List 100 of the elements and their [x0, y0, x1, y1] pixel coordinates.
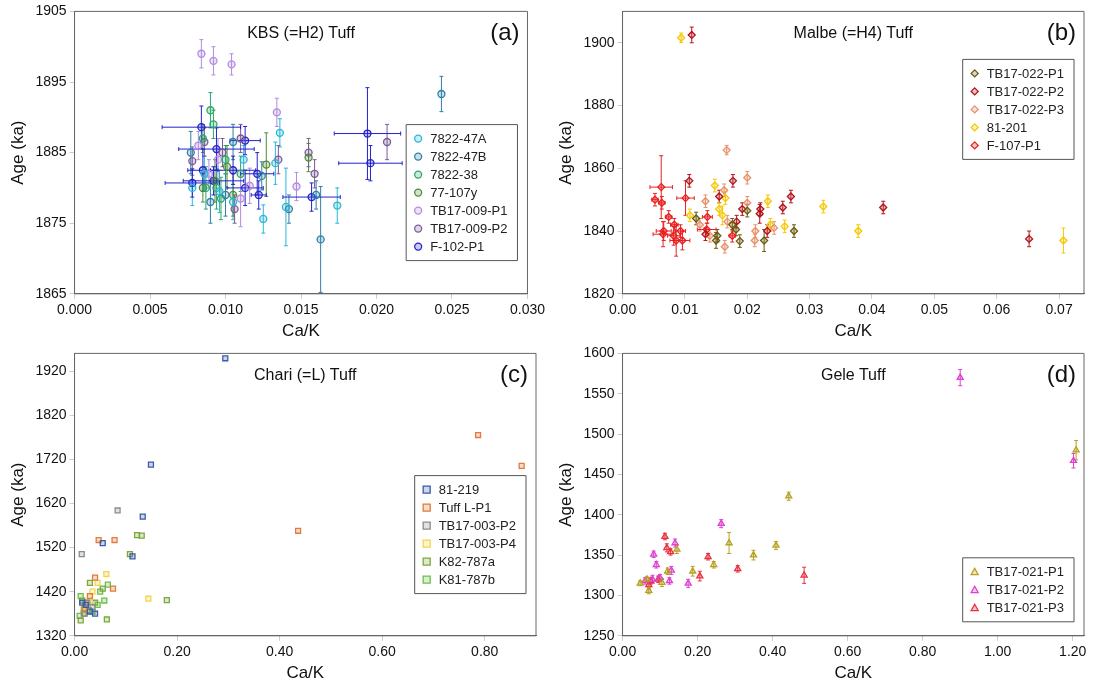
y-tick-label: 1300	[583, 586, 615, 603]
point	[236, 169, 245, 178]
point	[139, 513, 146, 520]
point	[254, 190, 263, 200]
legend-label: TB17-009-P1	[430, 203, 508, 219]
legend-label: F-102-P1	[430, 239, 485, 255]
y-tick-label: 1885	[35, 143, 67, 160]
y-tick-label: 1720	[35, 450, 67, 467]
point	[275, 128, 285, 137]
x-tick-label: 0.60	[834, 643, 862, 660]
legend-label: 81-219	[438, 482, 480, 498]
point	[800, 571, 808, 578]
y-tick-label: 1820	[583, 284, 615, 301]
x-tick-label: 0.03	[796, 301, 824, 318]
point	[271, 159, 280, 168]
point	[145, 595, 152, 602]
x-tick-label: 0.000	[57, 301, 93, 318]
y-tick-label: 1875	[35, 214, 67, 231]
y-tick-label: 1900	[583, 33, 615, 50]
point	[759, 236, 769, 245]
point	[262, 160, 271, 169]
x-tick-label: 0.00	[608, 643, 637, 660]
x-tick-label: 0.20	[683, 643, 712, 660]
point	[209, 56, 218, 65]
x-tick-label: 0.60	[368, 643, 397, 660]
y-axis-title: Age (ka)	[7, 120, 27, 185]
y-tick-label: 1450	[583, 465, 615, 482]
y-tick-label: 1860	[583, 159, 615, 176]
point	[221, 155, 230, 164]
legend-label: TB17-021-P3	[986, 600, 1065, 616]
x-tick-label: 0.04	[858, 301, 886, 318]
x-axis-title: Ca/K	[834, 663, 873, 683]
point	[228, 137, 238, 147]
point	[86, 592, 94, 600]
text: KBS (=H2) Tuff	[247, 23, 356, 41]
point	[245, 181, 254, 190]
point	[257, 171, 266, 181]
point	[956, 373, 964, 381]
point	[1072, 446, 1080, 453]
point	[718, 211, 727, 220]
point	[197, 49, 206, 58]
y-tick-label: 1895	[35, 72, 67, 89]
point	[78, 551, 85, 558]
y-tick-label: 1600	[583, 344, 615, 361]
point	[99, 540, 106, 547]
point	[333, 201, 342, 210]
x-tick-label: 0.80	[909, 643, 937, 660]
x-tick-label: 0.40	[266, 643, 294, 660]
x-tick-label: 0.06	[983, 301, 1011, 318]
legend-label: K81-787b	[438, 572, 496, 588]
point	[163, 596, 170, 604]
x-axis-title: Ca/K	[286, 663, 325, 683]
text: Gele Tuff	[820, 365, 887, 383]
y-axis-title: Age (ka)	[555, 120, 575, 185]
legend-label: F-107-P1	[986, 137, 1041, 153]
x-tick-label: 0.030	[509, 301, 546, 318]
point	[382, 137, 392, 147]
x-tick-label: 1.20	[1059, 643, 1087, 660]
x-tick-label: 0.015	[283, 301, 319, 318]
x-axis-title: Ca/K	[834, 321, 873, 341]
point	[213, 155, 223, 164]
point	[272, 108, 282, 117]
point	[89, 588, 96, 595]
x-tick-label: 0.020	[358, 301, 395, 318]
annotation: (d)	[1046, 360, 1076, 388]
x-tick-label: 0.80	[471, 643, 499, 660]
y-tick-label: 1620	[35, 494, 67, 511]
point	[103, 570, 110, 578]
point	[311, 190, 321, 200]
point	[221, 190, 230, 200]
point	[197, 123, 206, 132]
legend-label: 81-201	[986, 119, 1028, 135]
point	[474, 431, 482, 439]
point	[1069, 456, 1078, 464]
point	[294, 527, 302, 534]
point	[188, 183, 197, 193]
point	[228, 197, 238, 207]
x-axis-title: Ca/K	[282, 321, 321, 341]
y-tick-label: 1840	[583, 221, 615, 238]
x-tick-label: 0.20	[163, 643, 191, 660]
point	[363, 129, 372, 138]
x-tick-label: 0.40	[758, 643, 787, 660]
x-tick-label: 0.05	[920, 301, 949, 318]
legend-label: K82-787a	[438, 554, 496, 570]
y-tick-label: 1820	[35, 406, 67, 423]
x-tick-label: 0.00	[60, 643, 89, 660]
x-tick-label: 0.00	[608, 301, 637, 318]
point	[304, 153, 313, 162]
point	[292, 182, 301, 191]
x-tick-label: 0.025	[434, 301, 470, 318]
point	[222, 162, 232, 171]
point	[259, 214, 268, 224]
point	[114, 507, 121, 514]
y-tick-label: 1400	[583, 505, 615, 522]
point	[230, 204, 239, 214]
point	[227, 60, 236, 69]
legend-label: 7822-38	[430, 167, 478, 183]
text: Malbe (=H4) Tuff	[793, 23, 914, 41]
point	[198, 134, 208, 143]
legend-label: TB17-022-P1	[986, 65, 1065, 81]
